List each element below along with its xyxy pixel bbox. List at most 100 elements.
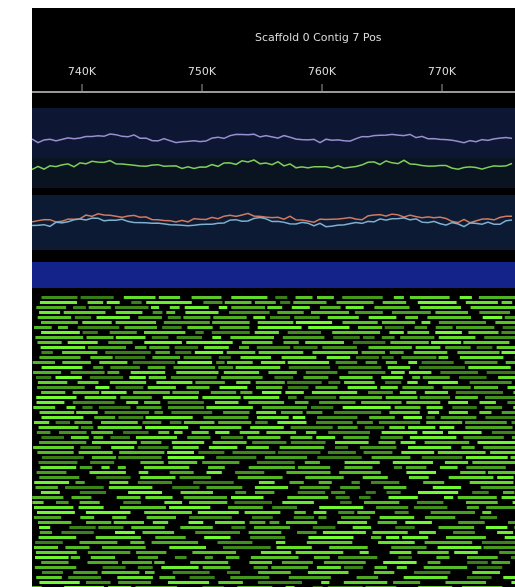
read bbox=[73, 391, 100, 394]
read bbox=[153, 521, 168, 524]
read bbox=[249, 531, 282, 534]
read bbox=[236, 366, 281, 369]
read bbox=[120, 396, 152, 399]
read bbox=[397, 566, 407, 569]
read bbox=[320, 306, 341, 309]
read bbox=[250, 536, 285, 539]
read bbox=[390, 551, 412, 554]
read bbox=[426, 416, 435, 419]
read bbox=[112, 516, 126, 519]
read bbox=[441, 416, 477, 419]
read bbox=[427, 316, 471, 319]
read bbox=[479, 311, 510, 314]
read bbox=[168, 456, 205, 459]
read bbox=[175, 556, 187, 559]
read bbox=[180, 476, 211, 479]
read bbox=[133, 391, 170, 394]
read bbox=[448, 431, 482, 434]
read bbox=[71, 436, 89, 439]
read bbox=[417, 501, 444, 504]
read bbox=[318, 516, 326, 519]
read bbox=[453, 531, 475, 534]
track-title: Scaffold 0 Contig 7 Pos bbox=[255, 31, 382, 44]
read bbox=[154, 411, 163, 414]
read bbox=[328, 381, 340, 384]
read bbox=[200, 426, 242, 429]
read bbox=[235, 491, 246, 494]
read bbox=[467, 561, 488, 564]
read bbox=[175, 351, 191, 354]
read bbox=[353, 341, 386, 344]
read bbox=[186, 341, 232, 344]
read bbox=[144, 331, 185, 334]
read bbox=[372, 456, 411, 459]
read bbox=[73, 401, 115, 404]
read bbox=[108, 341, 132, 344]
read bbox=[360, 446, 397, 449]
read bbox=[401, 356, 436, 359]
read bbox=[270, 521, 280, 524]
read bbox=[62, 351, 97, 354]
read bbox=[86, 511, 131, 514]
read bbox=[459, 376, 487, 379]
read bbox=[308, 326, 349, 329]
read bbox=[440, 466, 458, 469]
read bbox=[255, 301, 276, 304]
read bbox=[389, 426, 405, 429]
read bbox=[355, 311, 383, 314]
read bbox=[460, 471, 485, 474]
read bbox=[339, 396, 382, 399]
read bbox=[185, 311, 218, 314]
read bbox=[218, 421, 251, 424]
read bbox=[497, 476, 513, 479]
read bbox=[282, 501, 314, 504]
read bbox=[389, 411, 419, 414]
read bbox=[138, 446, 169, 449]
read bbox=[408, 361, 417, 364]
read bbox=[206, 406, 253, 409]
read bbox=[313, 526, 336, 529]
read bbox=[117, 576, 153, 579]
read bbox=[369, 416, 395, 419]
read bbox=[312, 391, 357, 394]
read bbox=[96, 536, 141, 539]
read bbox=[289, 576, 331, 579]
read bbox=[34, 506, 73, 509]
read bbox=[457, 351, 499, 354]
read bbox=[169, 506, 210, 509]
read bbox=[36, 306, 66, 309]
read bbox=[67, 406, 76, 409]
read bbox=[33, 361, 55, 364]
read bbox=[368, 391, 393, 394]
read bbox=[293, 416, 306, 419]
read bbox=[359, 496, 371, 499]
read bbox=[242, 341, 273, 344]
read bbox=[428, 381, 458, 384]
read bbox=[467, 506, 479, 509]
read bbox=[64, 311, 106, 314]
read bbox=[339, 471, 381, 474]
read bbox=[385, 326, 405, 329]
read bbox=[176, 371, 218, 374]
read bbox=[115, 356, 145, 359]
read bbox=[344, 466, 372, 469]
read bbox=[39, 311, 60, 314]
read bbox=[338, 556, 377, 559]
read bbox=[251, 556, 299, 559]
read bbox=[463, 341, 509, 344]
read bbox=[37, 401, 65, 404]
annotation-band bbox=[32, 262, 515, 288]
read bbox=[446, 581, 487, 584]
read bbox=[41, 346, 86, 349]
read bbox=[88, 346, 126, 349]
read bbox=[408, 446, 451, 449]
read bbox=[366, 361, 378, 364]
read bbox=[439, 336, 476, 339]
read bbox=[346, 306, 364, 309]
read bbox=[164, 501, 182, 504]
read bbox=[154, 561, 165, 564]
read bbox=[458, 496, 497, 499]
read bbox=[478, 441, 515, 444]
read bbox=[115, 531, 135, 534]
ruler-label: 760K bbox=[308, 65, 337, 78]
